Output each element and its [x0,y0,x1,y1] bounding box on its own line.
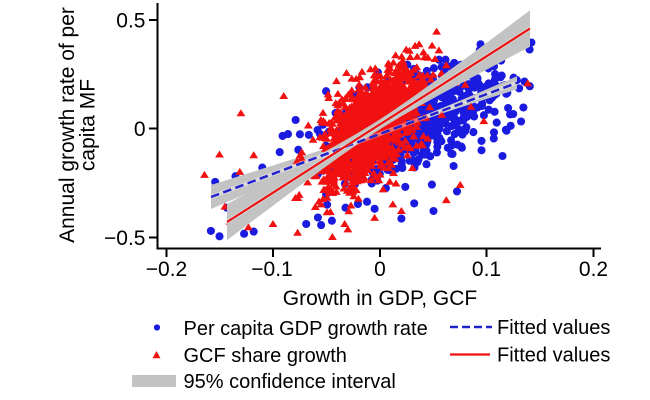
svg-text:Fitted values: Fitted values [497,317,610,339]
svg-text:0: 0 [374,258,386,281]
svg-text:−0.5: −0.5 [104,227,145,250]
svg-text:0.2: 0.2 [579,258,608,281]
svg-text:GCF share growth: GCF share growth [184,345,347,367]
svg-text:Annual growth rate of per: Annual growth rate of per [56,7,79,243]
svg-text:Growth in GDP, GCF: Growth in GDP, GCF [283,287,478,310]
svg-text:95% confidence interval: 95% confidence interval [184,371,396,393]
svg-text:0: 0 [134,118,146,141]
svg-text:−0.1: −0.1 [251,258,292,281]
svg-text:−0.2: −0.2 [146,258,187,281]
svg-text:0.1: 0.1 [472,258,501,281]
svg-text:0.5: 0.5 [116,10,145,33]
svg-text:Per capita GDP growth rate: Per capita GDP growth rate [184,318,428,340]
svg-text:capita MF: capita MF [77,79,100,171]
svg-text:Fitted values: Fitted values [497,345,610,367]
